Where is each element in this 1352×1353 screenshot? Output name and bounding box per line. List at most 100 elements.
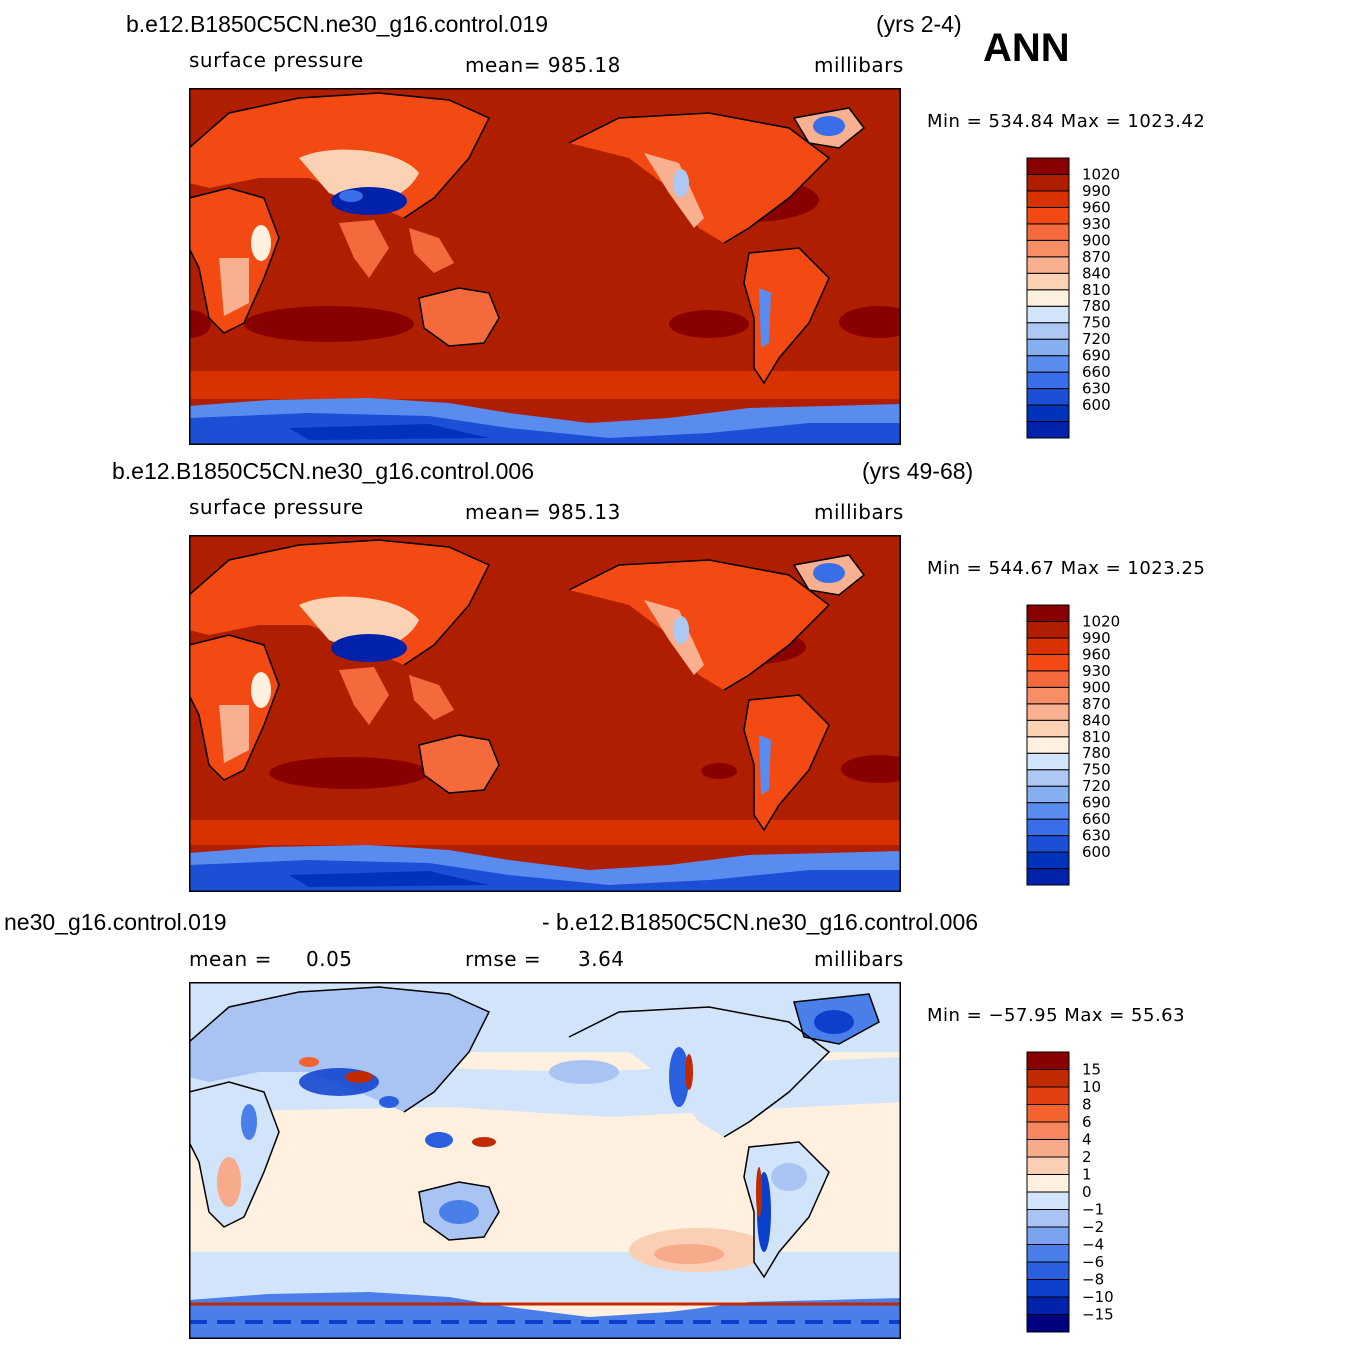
colorbar-swatch-1-11 bbox=[1026, 239, 1070, 258]
colorbar-label-2-10: 720 bbox=[1082, 777, 1111, 795]
colorbar-swatch-3-13 bbox=[1026, 1086, 1070, 1105]
colorbar-label-1-11: 690 bbox=[1082, 347, 1111, 365]
india-land bbox=[339, 667, 389, 725]
panel2-minmax: Min = 544.67 Max = 1023.25 bbox=[927, 558, 1206, 579]
colorbar-label-1-4: 900 bbox=[1082, 231, 1111, 249]
colorbar-swatch-3-1 bbox=[1026, 1296, 1070, 1315]
colorbar-swatch-3-0 bbox=[1026, 1314, 1070, 1333]
season-label: ANN bbox=[983, 26, 1070, 70]
rockies-core bbox=[673, 616, 689, 644]
colorbar-label-1-9: 750 bbox=[1082, 314, 1111, 332]
australia-land bbox=[419, 288, 499, 346]
colorbar-label-2-2: 960 bbox=[1082, 645, 1111, 663]
colorbar-label-2-7: 810 bbox=[1082, 728, 1111, 746]
colorbar-swatch-3-10 bbox=[1026, 1139, 1070, 1158]
map-frame bbox=[189, 88, 901, 445]
colorbar-swatch-3-4 bbox=[1026, 1244, 1070, 1263]
colorbar-label-2-6: 840 bbox=[1082, 711, 1111, 729]
colorbar-swatch-2-13 bbox=[1026, 653, 1070, 672]
panel1-variable: surface pressure bbox=[189, 48, 364, 72]
colorbar-label-1-2: 960 bbox=[1082, 198, 1111, 216]
east-africa-highland bbox=[251, 672, 271, 708]
south-pacific-high bbox=[669, 310, 749, 338]
panel3-colorbar: 15 10 8 6 4 2 1 0 −1 −2 −4 −6 −8 −10 −15 bbox=[1026, 1051, 1166, 1336]
panel1-case-title: b.e12.B1850C5CN.ne30_g16.control.019 bbox=[126, 11, 548, 37]
colorbar-swatch-2-11 bbox=[1026, 686, 1070, 705]
colorbar-label-3-10: −4 bbox=[1082, 1236, 1104, 1254]
colorbar-swatch-2-16 bbox=[1026, 604, 1070, 622]
panel1-colorbar-svg: 1020990960930900870840810780750720690660… bbox=[1026, 157, 1120, 439]
panel2-case-title: b.e12.B1850C5CN.ne30_g16.control.006 bbox=[112, 458, 534, 484]
indian-ocean-high bbox=[244, 306, 414, 342]
colorbar-label-3-8: −1 bbox=[1082, 1201, 1104, 1219]
colorbar-label-2-12: 660 bbox=[1082, 810, 1111, 828]
colorbar-swatch-1-8 bbox=[1026, 289, 1070, 307]
north-america-land bbox=[569, 113, 829, 243]
southern-ocean-band bbox=[189, 371, 901, 399]
panel1-units: millibars bbox=[814, 53, 904, 77]
colorbar-label-1-10: 720 bbox=[1082, 330, 1111, 348]
panel3-units: millibars bbox=[814, 947, 904, 971]
colorbar-swatch-2-14 bbox=[1026, 637, 1070, 655]
north-america-land bbox=[569, 1007, 829, 1137]
map-frame bbox=[189, 535, 901, 892]
rockies-core bbox=[673, 169, 689, 197]
colorbar-swatch-1-16 bbox=[1026, 157, 1070, 175]
colorbar-swatch-3-14 bbox=[1026, 1069, 1070, 1088]
panel1-mean: mean= 985.18 bbox=[465, 53, 621, 77]
panel1-minmax: Min = 534.84 Max = 1023.42 bbox=[927, 111, 1206, 132]
greenland-ice bbox=[813, 563, 845, 583]
antarctica-plateau bbox=[289, 871, 489, 887]
colorbar-swatch-1-9 bbox=[1026, 272, 1070, 291]
colorbar-swatch-3-5 bbox=[1026, 1226, 1070, 1245]
colorbar-swatch-2-1 bbox=[1026, 851, 1070, 870]
coastlines bbox=[189, 539, 866, 832]
colorbar-label-3-1: 10 bbox=[1082, 1078, 1101, 1096]
se-asia-land bbox=[409, 228, 454, 273]
colorbar-swatch-1-7 bbox=[1026, 305, 1070, 324]
colorbar-label-1-0: 1020 bbox=[1082, 165, 1120, 183]
south-pacific-high bbox=[701, 763, 737, 779]
colorbar-label-3-4: 4 bbox=[1082, 1131, 1092, 1149]
coastlines bbox=[189, 92, 866, 385]
rockies-highland bbox=[644, 153, 704, 228]
antarctica-plateau bbox=[289, 424, 489, 440]
tibet-surround bbox=[299, 149, 419, 202]
colorbar-label-2-8: 780 bbox=[1082, 744, 1111, 762]
colorbar-label-2-14: 600 bbox=[1082, 843, 1111, 861]
panel2-mean: mean= 985.13 bbox=[465, 500, 621, 524]
panel1-years: (yrs 2-4) bbox=[876, 11, 962, 37]
panel2-variable: surface pressure bbox=[189, 495, 364, 519]
colorbar-label-1-5: 870 bbox=[1082, 248, 1111, 266]
panel3-minmax: Min = −57.95 Max = 55.63 bbox=[927, 1005, 1186, 1026]
rockies-highland bbox=[644, 600, 704, 675]
panel2-units: millibars bbox=[814, 500, 904, 524]
panel2-colorbar-svg: 1020990960930900870840810780750720690660… bbox=[1026, 604, 1120, 886]
colorbar-label-1-7: 810 bbox=[1082, 281, 1111, 299]
panel1-map-svg bbox=[189, 88, 901, 445]
panel1-map bbox=[189, 88, 901, 445]
colorbar-swatch-1-4 bbox=[1026, 355, 1070, 373]
colorbar-swatch-2-0 bbox=[1026, 868, 1070, 886]
colorbar-label-3-6: 1 bbox=[1082, 1166, 1092, 1184]
panel3-mean-label: mean = bbox=[189, 947, 272, 971]
india-land bbox=[339, 220, 389, 278]
indian-ocean-high bbox=[269, 757, 429, 789]
colorbar-label-2-1: 990 bbox=[1082, 629, 1111, 647]
colorbar-swatch-3-8 bbox=[1026, 1174, 1070, 1193]
colorbar-swatch-2-8 bbox=[1026, 736, 1070, 754]
panel2-map-svg bbox=[189, 535, 901, 892]
colorbar-swatch-1-3 bbox=[1026, 371, 1070, 390]
colorbar-swatch-2-9 bbox=[1026, 719, 1070, 738]
colorbar-label-3-14: −15 bbox=[1082, 1306, 1114, 1324]
colorbar-swatch-1-1 bbox=[1026, 404, 1070, 423]
colorbar-swatch-1-5 bbox=[1026, 338, 1070, 357]
colorbar-swatch-1-6 bbox=[1026, 322, 1070, 340]
colorbar-label-1-8: 780 bbox=[1082, 297, 1111, 315]
colorbar-swatch-1-0 bbox=[1026, 421, 1070, 439]
panel1-colorbar: 1020 990 960 930 900 870 840 810 780 750 720 690 660… bbox=[1026, 157, 1166, 442]
north-pacific-low bbox=[549, 1060, 619, 1084]
colorbar-label-1-1: 990 bbox=[1082, 182, 1111, 200]
colorbar-swatch-3-11 bbox=[1026, 1121, 1070, 1140]
